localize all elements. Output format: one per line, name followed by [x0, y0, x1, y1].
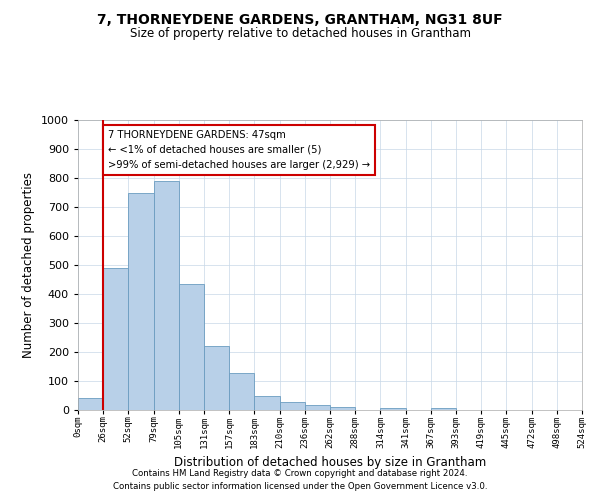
- Bar: [330, 407, 355, 410]
- Text: 7 THORNEYDENE GARDENS: 47sqm
← <1% of detached houses are smaller (5)
>99% of se: 7 THORNEYDENE GARDENS: 47sqm ← <1% of de…: [108, 130, 370, 170]
- Text: Contains public sector information licensed under the Open Government Licence v3: Contains public sector information licen…: [113, 482, 487, 491]
- Bar: [254, 396, 280, 410]
- Bar: [154, 181, 179, 410]
- Bar: [431, 408, 456, 410]
- X-axis label: Distribution of detached houses by size in Grantham: Distribution of detached houses by size …: [174, 456, 486, 469]
- Bar: [280, 402, 305, 410]
- Bar: [204, 346, 229, 410]
- Bar: [78, 398, 103, 410]
- Bar: [179, 284, 204, 410]
- Y-axis label: Number of detached properties: Number of detached properties: [22, 172, 35, 358]
- Bar: [103, 268, 128, 410]
- Text: 7, THORNEYDENE GARDENS, GRANTHAM, NG31 8UF: 7, THORNEYDENE GARDENS, GRANTHAM, NG31 8…: [97, 12, 503, 26]
- Bar: [229, 373, 254, 410]
- Bar: [128, 192, 154, 410]
- Text: Contains HM Land Registry data © Crown copyright and database right 2024.: Contains HM Land Registry data © Crown c…: [132, 468, 468, 477]
- Bar: [380, 408, 406, 410]
- Text: Size of property relative to detached houses in Grantham: Size of property relative to detached ho…: [130, 28, 470, 40]
- Bar: [305, 406, 330, 410]
